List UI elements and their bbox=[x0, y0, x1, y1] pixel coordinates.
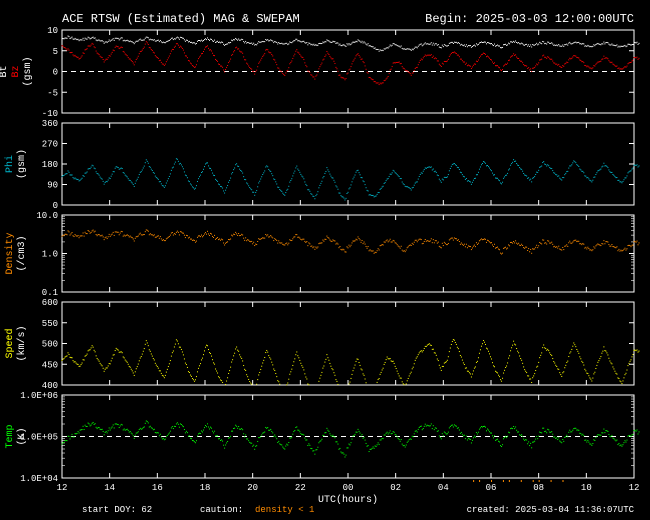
svg-text:12: 12 bbox=[57, 483, 68, 493]
svg-text:08: 08 bbox=[533, 483, 544, 493]
svg-text:500: 500 bbox=[42, 340, 58, 350]
ace-rtsw-plot: ACE RTSW (Estimated) MAG & SWEPAM Begin: … bbox=[0, 0, 650, 520]
svg-text:Bz: Bz bbox=[11, 65, 22, 77]
svg-text:20: 20 bbox=[247, 483, 258, 493]
svg-text:360: 360 bbox=[42, 119, 58, 129]
plot-title: ACE RTSW (Estimated) MAG & SWEPAM bbox=[62, 12, 300, 26]
svg-text:Phi: Phi bbox=[4, 155, 16, 173]
svg-text:90: 90 bbox=[47, 181, 58, 191]
svg-text:-5: -5 bbox=[47, 88, 58, 98]
svg-text:(km/s): (km/s) bbox=[16, 325, 28, 361]
svg-text:Speed: Speed bbox=[4, 328, 16, 358]
svg-text:1.0: 1.0 bbox=[42, 250, 58, 260]
footer-created: created: 2025-03-04 11:36:07UTC bbox=[467, 505, 635, 515]
svg-text:14: 14 bbox=[104, 483, 115, 493]
ylabel-temp: Temp(K) bbox=[5, 424, 28, 448]
svg-text:(gsm): (gsm) bbox=[16, 149, 28, 179]
svg-text:(gsm): (gsm) bbox=[22, 56, 34, 86]
svg-text:0: 0 bbox=[53, 68, 58, 78]
svg-text:02: 02 bbox=[390, 483, 401, 493]
svg-text:18: 18 bbox=[200, 483, 211, 493]
svg-text:270: 270 bbox=[42, 140, 58, 150]
svg-text:450: 450 bbox=[42, 360, 58, 370]
footer-start-doy: start DOY: 62 bbox=[82, 505, 152, 515]
svg-text:10.0: 10.0 bbox=[36, 211, 58, 221]
footer-caution-label: caution: bbox=[200, 505, 243, 515]
svg-text:-10: -10 bbox=[42, 109, 58, 119]
svg-text:Bt: Bt bbox=[0, 65, 10, 77]
svg-text:0.1: 0.1 bbox=[42, 288, 58, 298]
svg-text:550: 550 bbox=[42, 319, 58, 329]
svg-text:(K): (K) bbox=[16, 427, 28, 445]
svg-text:12: 12 bbox=[629, 483, 640, 493]
svg-text:06: 06 bbox=[486, 483, 497, 493]
svg-text:180: 180 bbox=[42, 160, 58, 170]
plot-begin-time: Begin: 2025-03-03 12:00:00UTC bbox=[425, 12, 634, 26]
svg-text:1.0E+04: 1.0E+04 bbox=[20, 474, 58, 484]
svg-text:0: 0 bbox=[53, 201, 58, 211]
svg-text:600: 600 bbox=[42, 298, 58, 308]
svg-text:16: 16 bbox=[152, 483, 163, 493]
svg-text:22: 22 bbox=[295, 483, 306, 493]
svg-text:400: 400 bbox=[42, 381, 58, 391]
svg-text:5: 5 bbox=[53, 47, 58, 57]
svg-text:(/cm3): (/cm3) bbox=[16, 235, 28, 271]
svg-text:04: 04 bbox=[438, 483, 449, 493]
svg-text:10: 10 bbox=[47, 26, 58, 36]
svg-text:10: 10 bbox=[581, 483, 592, 493]
svg-text:Density: Density bbox=[4, 232, 16, 274]
svg-text:Temp: Temp bbox=[5, 424, 16, 448]
footer-caution-text: density < 1 bbox=[255, 505, 314, 515]
svg-text:00: 00 bbox=[343, 483, 354, 493]
svg-text:1.0E+06: 1.0E+06 bbox=[20, 391, 58, 401]
xaxis-label: UTC(hours) bbox=[318, 494, 378, 506]
